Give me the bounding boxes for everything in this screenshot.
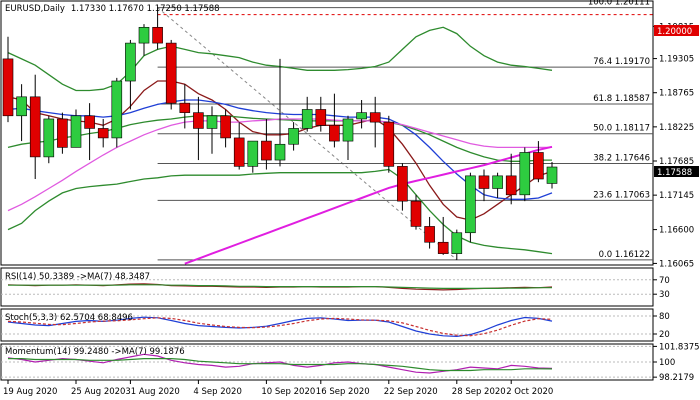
fib-levels: 100.0 1.20111 76.4 1.19170 61.8 1.18587 50.… <box>157 0 653 261</box>
candle-body <box>57 118 68 148</box>
candle-body <box>111 80 123 139</box>
rsi-tick-label: 70 <box>659 276 670 286</box>
candle-body <box>546 166 558 184</box>
candle-body <box>505 175 517 196</box>
candle-body <box>220 115 231 139</box>
candle-body <box>356 112 367 120</box>
date-tick-label: 2 Oct 2020 <box>506 387 553 397</box>
price-tick-label: 1.18225 <box>659 123 694 133</box>
candle-body <box>16 96 27 117</box>
candle-body <box>97 128 109 139</box>
rsi-title: RSI(14) 50.3389 ->MA(7) 48.3487 <box>5 272 150 282</box>
price-tick-label: 1.16065 <box>659 259 694 269</box>
candle-body <box>29 96 41 158</box>
date-tick-label: 25 Aug 2020 <box>71 387 125 397</box>
fib-level-label: 61.8 1.18587 <box>593 94 650 104</box>
fib-level-label: 50.0 1.18117 <box>593 124 650 134</box>
fib-level-label: 76.4 1.19170 <box>593 57 650 67</box>
candle-body <box>70 115 82 148</box>
candle-body <box>43 118 55 158</box>
stoch-panel-frame <box>0 308 654 342</box>
candle-body <box>451 232 463 254</box>
candle-body <box>206 115 218 129</box>
stoch-title: Stoch(5,3,3) 62.5704 68.8496 <box>5 313 133 323</box>
main-panel-frame <box>0 0 654 266</box>
date-tick-label: 16 Sep 2020 <box>316 387 370 397</box>
candle-body <box>233 137 245 167</box>
candle-body <box>138 26 150 44</box>
price-tick-label: 1.19305 <box>659 55 694 65</box>
momentum-line-1 <box>8 358 553 372</box>
stoch-tick-label: 80 <box>659 312 670 322</box>
candle-body <box>519 152 531 196</box>
date-tick-label: 10 Sep 2020 <box>261 387 315 397</box>
candle-body <box>165 42 177 104</box>
price-tick-label: 1.18765 <box>659 89 694 99</box>
date-tick-label: 22 Sep 2020 <box>384 387 438 397</box>
candle-body <box>274 143 286 161</box>
candle-body <box>424 226 435 243</box>
candle-body <box>315 109 327 126</box>
stoch-line-1 <box>7 317 553 337</box>
candle-body <box>2 58 14 117</box>
date-tick-label: 4 Sep 2020 <box>193 387 241 397</box>
price-tick-label: 1.16600 <box>659 226 694 236</box>
fib-level-label: 100.0 1.20111 <box>588 0 650 8</box>
candle-body <box>492 175 503 189</box>
candle-body <box>437 241 449 254</box>
current-price-tag-text: 1.17588 <box>657 168 692 178</box>
candle-body <box>383 121 395 167</box>
candle-body <box>465 175 476 234</box>
candle-body <box>410 200 422 227</box>
indicators: 70 30 80 20 101.8375 100 98.2179 <box>1 276 700 383</box>
ma-line-4 <box>184 145 553 265</box>
candle-body <box>478 175 490 189</box>
rsi-tick-label: 30 <box>659 290 670 300</box>
candle-body <box>397 166 408 202</box>
candle-body <box>247 140 259 167</box>
axes: 1.198151.193051.187651.182251.176851.171… <box>3 22 694 397</box>
candle-body <box>329 124 340 142</box>
candle-body <box>301 109 313 129</box>
fib-level-label: 23.6 1.17063 <box>593 190 650 200</box>
candle-body <box>152 26 163 44</box>
date-tick-label: 31 Aug 2020 <box>125 387 179 397</box>
stoch-tick-label: 20 <box>659 330 670 340</box>
momentum-tick-label: 98.2179 <box>659 373 694 383</box>
fib-trend-line <box>157 7 458 261</box>
candle-body <box>84 115 95 129</box>
level-tag-text: 1.20000 <box>657 27 692 37</box>
candle-body <box>288 128 299 145</box>
date-tick-label: 28 Sep 2020 <box>452 387 506 397</box>
price-tick-label: 1.17145 <box>659 191 694 201</box>
candle-body <box>179 102 191 113</box>
candle-body <box>125 42 136 82</box>
candle-body <box>533 152 544 180</box>
fib-level-label: 0.0 1.16122 <box>599 250 650 260</box>
level-tag-bg <box>654 25 699 36</box>
momentum-line-0 <box>7 353 553 374</box>
candle-body <box>342 118 354 142</box>
candle-body <box>193 112 204 129</box>
rsi-line-1 <box>8 284 552 289</box>
momentum-tick-label: 101.8375 <box>659 342 700 352</box>
fib-level-label: 38.2 1.17646 <box>593 153 650 163</box>
current-price-tag-bg <box>654 166 699 177</box>
candle-body <box>369 112 381 123</box>
date-tick-label: 19 Aug 2020 <box>3 387 57 397</box>
candles <box>2 7 558 260</box>
momentum-title: Momentum(14) 99.2480 ->MA(7) 99.1876 <box>5 347 185 357</box>
candle-body <box>261 140 272 161</box>
momentum-tick-label: 100 <box>659 358 675 368</box>
chart-title: EURUSD,Daily 1.17330 1.17670 1.17250 1.17… <box>5 4 220 14</box>
rsi-panel-frame <box>0 267 654 307</box>
price-tick-label: 1.17685 <box>659 157 694 167</box>
